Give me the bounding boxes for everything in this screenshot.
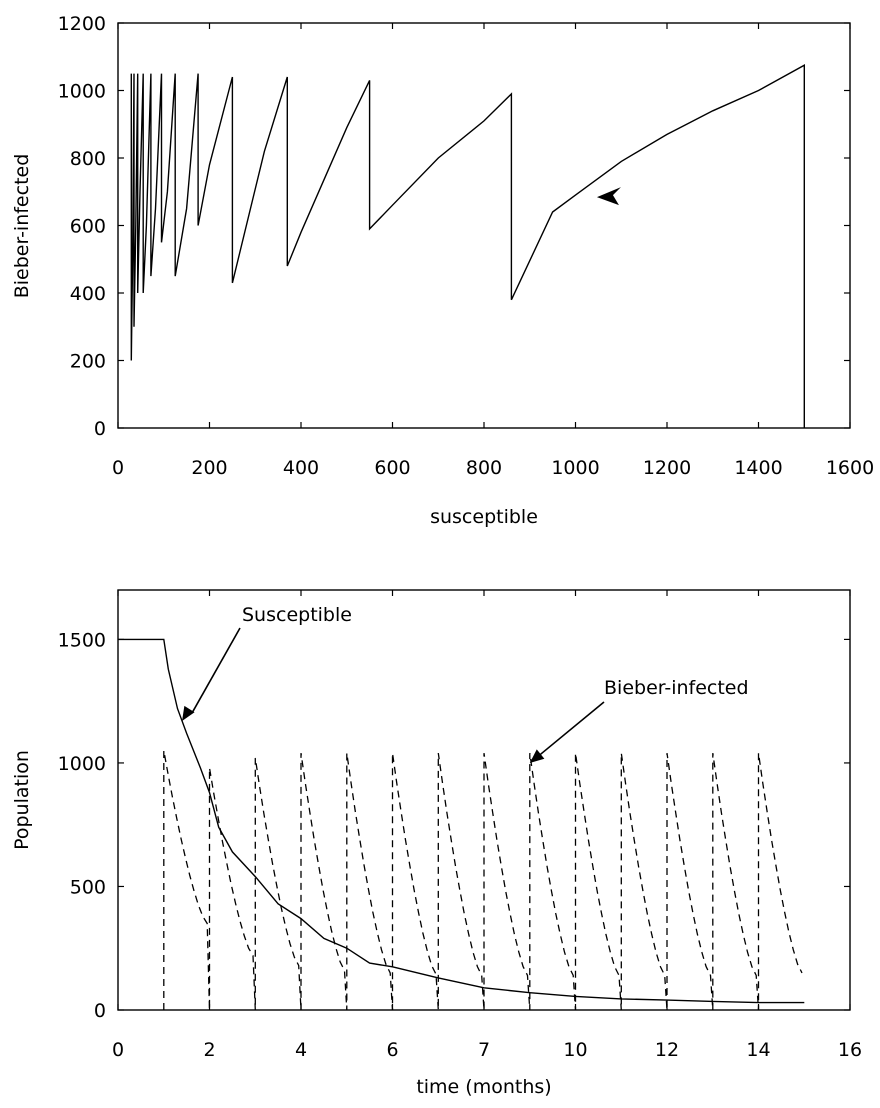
top-x-tick-label: 400 [283,457,319,479]
annotation-arrow-head [182,705,195,721]
top-x-ticks: 0 200 400 600 800 1000 1200 1400 1600 [112,23,874,479]
bottom-y-tick-label: 1500 [58,629,106,651]
bottom-x-tick-label: 0 [112,1039,124,1061]
bottom-x-tick-label: 7 [478,1039,490,1061]
top-chart: 0 200 400 600 800 1000 1200 1400 1600 0 200 400 600… [11,13,874,528]
top-x-tick-label: 1000 [551,457,599,479]
top-y-tick-label: 400 [70,283,106,305]
bottom-x-tick-label: 10 [563,1039,587,1061]
top-x-tick-label: 0 [112,457,124,479]
annotation-label: Bieber-infected [604,677,749,699]
bottom-x-tick-label: 16 [838,1039,862,1061]
top-series [130,64,805,428]
bottom-x-axis-label: time (months) [416,1076,551,1098]
annotation-arrow-line [191,627,241,714]
top-plot-frame [117,22,851,429]
bottom-x-tick-label: 2 [203,1039,215,1061]
top-y-tick-label: 200 [70,351,106,373]
annotation-label: Susceptible [242,604,352,626]
top-x-tick-label: 600 [374,457,410,479]
bottom-x-ticks: 0 2 4 6 7 10 12 14 16 [112,590,862,1061]
bottom-x-tick-label: 6 [386,1039,398,1061]
bottom-y-tick-label: 1000 [58,753,106,775]
top-annotations [596,187,621,206]
bottom-y-ticks: 0 500 1000 1500 [58,629,850,1022]
top-x-tick-label: 200 [191,457,227,479]
annotation-arrow-line [539,701,605,756]
bottom-y-tick-label: 500 [70,876,106,898]
top-y-ticks: 0 200 400 600 800 1000 1200 [58,13,850,440]
top-x-tick-label: 1200 [643,457,691,479]
top-y-tick-label: 1200 [58,13,106,35]
top-phase-curve [130,64,805,428]
top-x-axis-label: susceptible [430,506,538,528]
bottom-annotations: Susceptible Bieber-infected [182,604,749,763]
bottom-chart: 0 2 4 6 7 10 12 14 16 0 500 1000 1500 Susceptible Bi… [11,589,862,1098]
top-y-tick-label: 1000 [58,81,106,103]
bottom-series [118,638,805,1011]
top-x-tick-label: 1400 [734,457,782,479]
top-y-axis-label: Bieber-infected [11,154,33,299]
bottom-x-tick-label: 4 [295,1039,307,1061]
bieber-infected-curve [163,750,803,1011]
top-y-tick-label: 800 [70,148,106,170]
bottom-x-tick-label: 12 [655,1039,679,1061]
top-direction-arrow [596,187,621,206]
annotation-arrow-head [529,749,545,763]
top-x-tick-label: 1600 [826,457,874,479]
bottom-y-axis-label: Population [11,750,33,850]
bottom-y-tick-label: 0 [94,1000,106,1022]
top-y-tick-label: 0 [94,418,106,440]
top-y-tick-label: 600 [70,216,106,238]
bottom-x-tick-label: 14 [746,1039,770,1061]
top-x-tick-label: 800 [466,457,502,479]
